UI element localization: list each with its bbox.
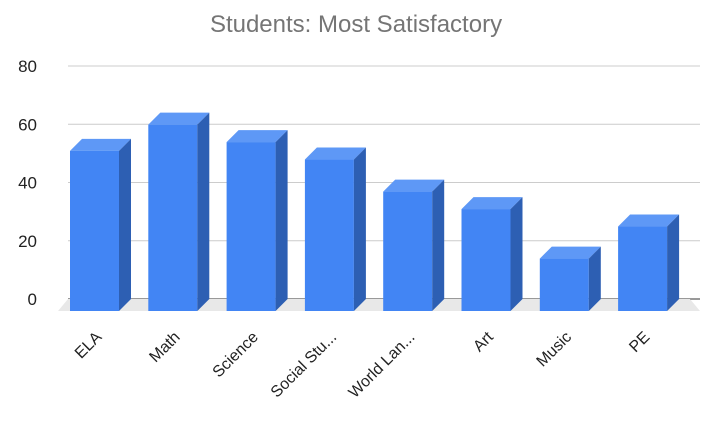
- bar-top: [383, 179, 445, 192]
- y-axis: 0 20 40 60 80: [18, 57, 37, 309]
- bar-front: [618, 226, 668, 311]
- x-tick-label: Science: [210, 329, 262, 381]
- bar-front: [148, 124, 198, 311]
- bar: [226, 130, 288, 311]
- x-tick-label: PE: [626, 329, 653, 356]
- bar: [304, 147, 366, 311]
- bar-front: [304, 159, 354, 311]
- bars: [70, 112, 680, 311]
- x-axis: ELA Math Science Social Stu... World Lan... A…: [72, 328, 654, 401]
- bar-front: [226, 142, 276, 311]
- y-tick-label: 60: [18, 115, 37, 134]
- bar-side: [353, 147, 366, 311]
- chart-title: Students: Most Satisfactory: [210, 11, 502, 38]
- bar: [383, 179, 445, 311]
- y-tick-label: 0: [28, 290, 37, 309]
- bar: [70, 138, 131, 311]
- x-tick-label: Music: [534, 329, 576, 371]
- x-tick-label: ELA: [72, 329, 106, 363]
- x-tick-label: World Lan...: [346, 329, 419, 402]
- bar-side: [432, 179, 445, 311]
- bar: [539, 246, 601, 311]
- bar-side: [119, 138, 131, 311]
- bar-top: [461, 197, 523, 210]
- y-tick-label: 40: [18, 174, 37, 193]
- bar-side: [510, 197, 523, 311]
- bar: [148, 112, 210, 311]
- bar: [618, 214, 680, 311]
- bar-front: [461, 209, 511, 311]
- x-tick-label: Art: [470, 328, 497, 355]
- bar-front: [383, 191, 433, 311]
- bar-side: [588, 246, 601, 311]
- bar-side: [275, 130, 288, 311]
- bar-front: [539, 258, 589, 311]
- bar-top: [618, 214, 680, 227]
- bar-top: [539, 246, 601, 259]
- bar-top: [148, 112, 210, 125]
- bar-side: [667, 214, 680, 311]
- y-tick-label: 80: [18, 57, 37, 76]
- x-tick-label: Math: [146, 329, 183, 366]
- bar-side: [197, 112, 210, 311]
- bar: [461, 197, 523, 311]
- chart-floor: [58, 299, 700, 311]
- bar-top: [70, 138, 131, 151]
- y-tick-label: 20: [18, 232, 37, 251]
- bar-top: [226, 130, 288, 143]
- bar-top: [304, 147, 366, 160]
- x-tick-label: Social Stu...: [268, 329, 340, 401]
- bar-front: [70, 150, 119, 311]
- floor-plane: [58, 299, 700, 311]
